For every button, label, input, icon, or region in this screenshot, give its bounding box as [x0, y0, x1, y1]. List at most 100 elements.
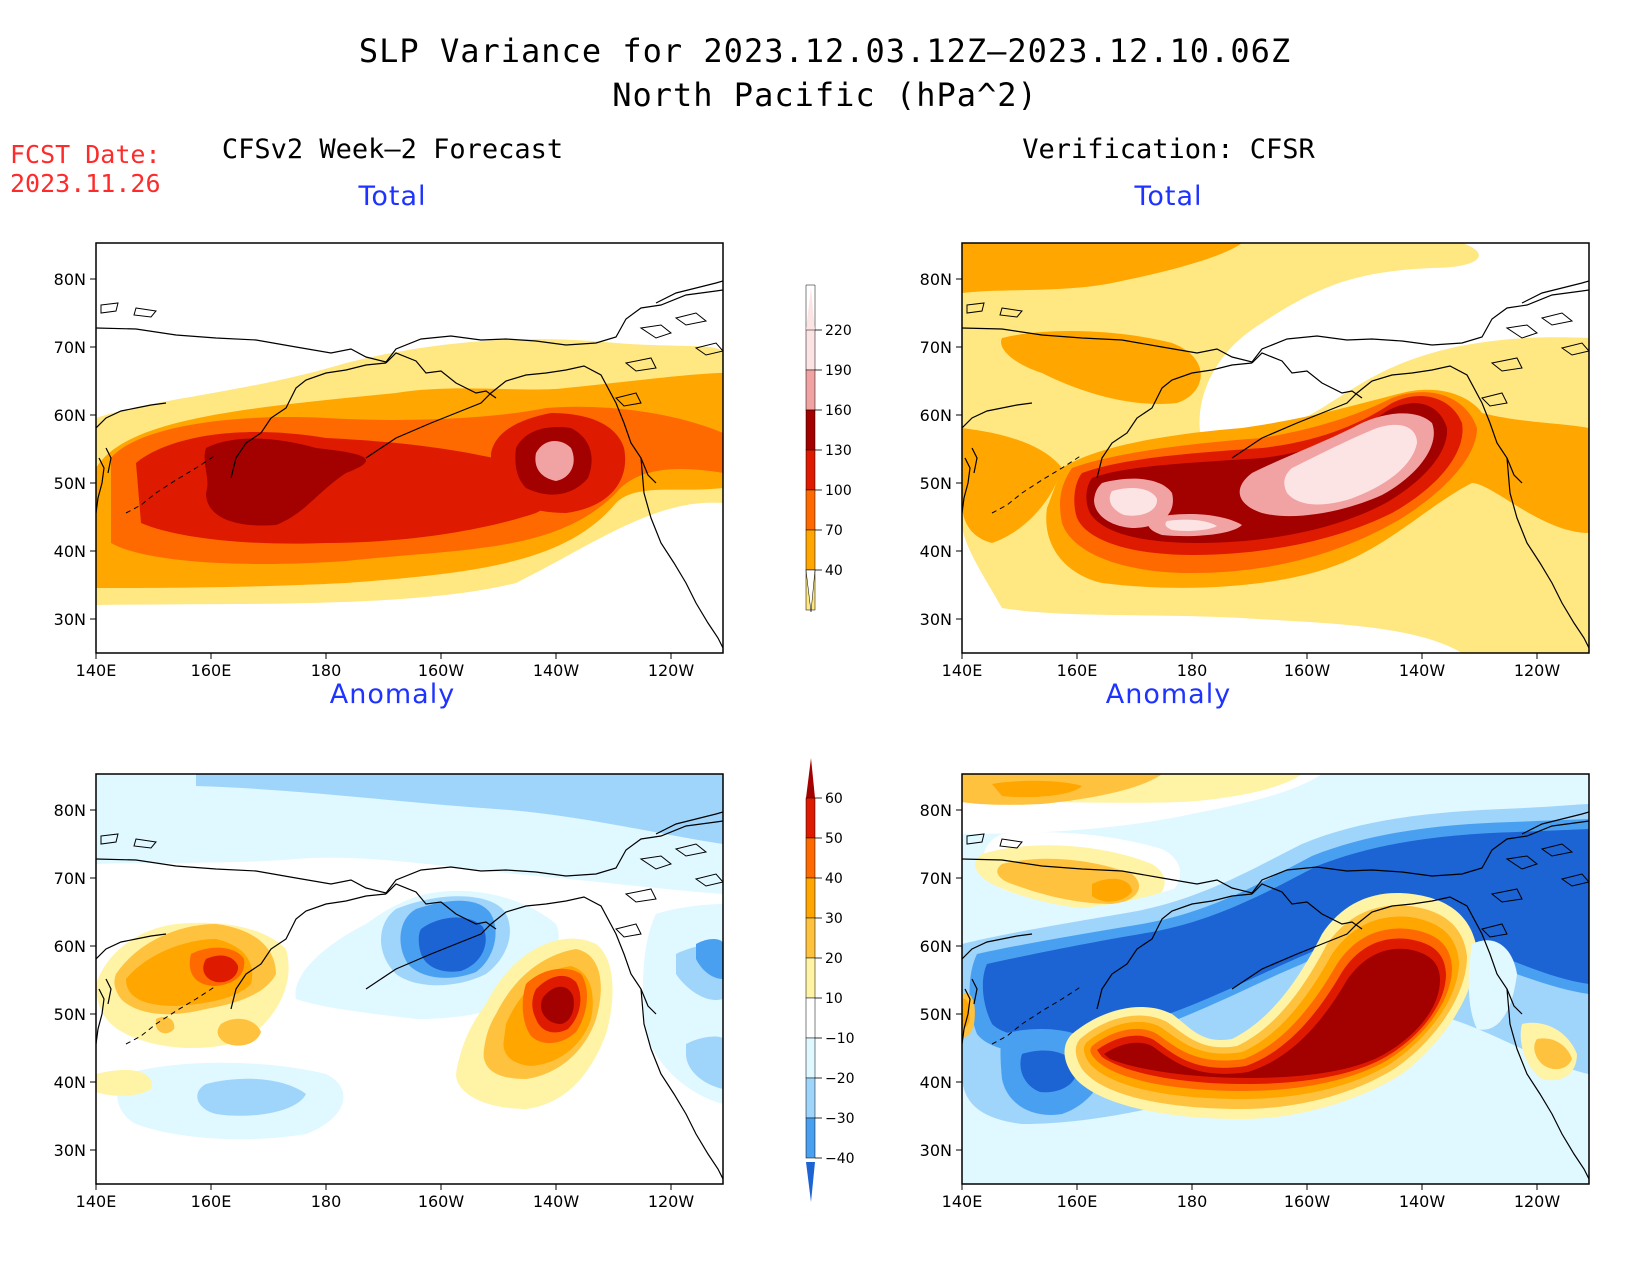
lon-tick-label: 180	[1177, 1192, 1208, 1211]
lat-tick-label: 40N	[920, 1073, 952, 1092]
lat-tick-label: 50N	[920, 1005, 952, 1024]
lon-tick-label: 160E	[1057, 1192, 1098, 1211]
lon-tick-label: 120W	[1514, 1192, 1561, 1211]
lon-tick-label: 140E	[76, 661, 117, 680]
lon-tick-label: 160E	[191, 661, 232, 680]
lat-tick-label: 60N	[54, 406, 86, 425]
panel-title-top-left: Total	[358, 181, 427, 212]
lat-tick-label: 30N	[920, 1141, 952, 1160]
lon-tick-label: 160W	[1284, 661, 1331, 680]
colorbar-label: 50	[825, 831, 843, 847]
lon-tick-label: 160W	[418, 661, 465, 680]
lat-tick-label: 30N	[920, 610, 952, 629]
lon-tick-label: 180	[311, 661, 342, 680]
lat-tick-label: 70N	[920, 869, 952, 888]
total-forecast-field	[96, 280, 723, 649]
colorbar-label: 160	[825, 403, 852, 419]
lat-tick-label: 70N	[920, 338, 952, 357]
lon-tick-label: 180	[1177, 661, 1208, 680]
lon-tick-label: 120W	[648, 661, 695, 680]
colorbar-swatch	[805, 797, 816, 839]
colorbar-swatch	[805, 1037, 816, 1079]
colorbar-swatch	[805, 329, 816, 371]
lat-tick-label: 60N	[920, 937, 952, 956]
colorbar-label: 10	[825, 991, 843, 1007]
lon-tick-label: 180	[311, 1192, 342, 1211]
map-forecast-total	[95, 242, 724, 654]
colorbar-label: −10	[825, 1031, 855, 1047]
forecast-date-value: 2023.11.26	[10, 169, 161, 198]
colorbar-swatch	[805, 837, 816, 879]
anomaly-colorbar: 60 50 40 30 20 10 −10 −20 −30 −40	[805, 758, 855, 1202]
colorbar-label: 130	[825, 443, 852, 459]
lat-tick-label: 30N	[54, 1141, 86, 1160]
lat-tick-label: 70N	[54, 338, 86, 357]
panel-title-bottom-left: Anomaly	[329, 679, 456, 710]
forecast-date-label: FCST Date:	[10, 140, 161, 169]
total-colorbar: 220 190 160 130 100 70 40	[805, 284, 852, 613]
lon-tick-label: 140E	[76, 1192, 117, 1211]
colorbar-swatch	[805, 489, 816, 531]
lat-tick-label: 30N	[54, 610, 86, 629]
main-title: SLP Variance for 2023.12.03.12Z–2023.12.…	[358, 32, 1292, 70]
map-verification-anomaly	[961, 773, 1590, 1185]
colorbar-swatch	[805, 917, 816, 959]
lon-tick-label: 160W	[418, 1192, 465, 1211]
colorbar-swatch	[805, 1117, 816, 1159]
left-column-title: CFSv2 Week–2 Forecast	[221, 134, 564, 165]
map-verification-total	[961, 242, 1590, 654]
total-verification-field	[962, 243, 1589, 653]
colorbar-swatch	[805, 369, 816, 411]
lat-tick-label: 50N	[54, 1005, 86, 1024]
lat-tick-label: 50N	[920, 474, 952, 493]
lat-tick-label: 50N	[54, 474, 86, 493]
colorbar-label: −40	[825, 1151, 855, 1167]
colorbar-label: 70	[825, 523, 843, 539]
colorbar-swatch	[805, 957, 816, 999]
lat-tick-label: 80N	[920, 801, 952, 820]
panel-title-bottom-right: Anomaly	[1105, 679, 1232, 710]
lat-tick-label: 60N	[920, 406, 952, 425]
lon-tick-label: 160E	[1057, 661, 1098, 680]
forecast-date-block: FCST Date: 2023.11.26	[10, 140, 161, 198]
colorbar-label: 100	[825, 483, 852, 499]
lat-tick-label: 70N	[54, 869, 86, 888]
main-subtitle: North Pacific (hPa^2)	[612, 76, 1038, 114]
colorbar-label: 60	[825, 791, 843, 807]
lat-tick-label: 80N	[54, 270, 86, 289]
colorbar-swatch	[805, 449, 816, 491]
colorbar-swatch	[805, 877, 816, 919]
lat-tick-label: 80N	[920, 270, 952, 289]
lat-tick-label: 40N	[920, 542, 952, 561]
lat-tick-label: 40N	[54, 542, 86, 561]
colorbar-label: 220	[825, 323, 852, 339]
colorbar-label: 40	[825, 563, 843, 579]
colorbar-swatch	[805, 1077, 816, 1119]
colorbar-label: 40	[825, 871, 843, 887]
right-column-title: Verification: CFSR	[1022, 134, 1315, 165]
lat-tick-label: 80N	[54, 801, 86, 820]
lon-tick-label: 140W	[1399, 661, 1446, 680]
lon-tick-label: 140E	[942, 661, 983, 680]
map-forecast-anomaly	[95, 773, 724, 1185]
anomaly-forecast-field	[96, 774, 723, 1180]
panel-title-top-right: Total	[1134, 181, 1203, 212]
colorbar-swatch	[805, 529, 816, 571]
lon-tick-label: 140W	[1399, 1192, 1446, 1211]
colorbar-swatch	[805, 409, 816, 451]
colorbar-label: 30	[825, 911, 843, 927]
lon-tick-label: 120W	[648, 1192, 695, 1211]
colorbar-swatch	[805, 997, 816, 1039]
axes-layer: 80N 70N 60N 50N 40N 30N 140E 160E 180 160W 140W 120…	[54, 270, 1561, 1211]
colorbar-label: 20	[825, 951, 843, 967]
colorbar-label: −30	[825, 1111, 855, 1127]
anomaly-verification-field	[962, 774, 1589, 1184]
lon-tick-label: 160E	[191, 1192, 232, 1211]
lat-tick-label: 40N	[54, 1073, 86, 1092]
lat-tick-label: 60N	[54, 937, 86, 956]
colorbar-label: −20	[825, 1071, 855, 1087]
lon-tick-label: 140E	[942, 1192, 983, 1211]
lon-tick-label: 140W	[533, 661, 580, 680]
lon-tick-label: 140W	[533, 1192, 580, 1211]
